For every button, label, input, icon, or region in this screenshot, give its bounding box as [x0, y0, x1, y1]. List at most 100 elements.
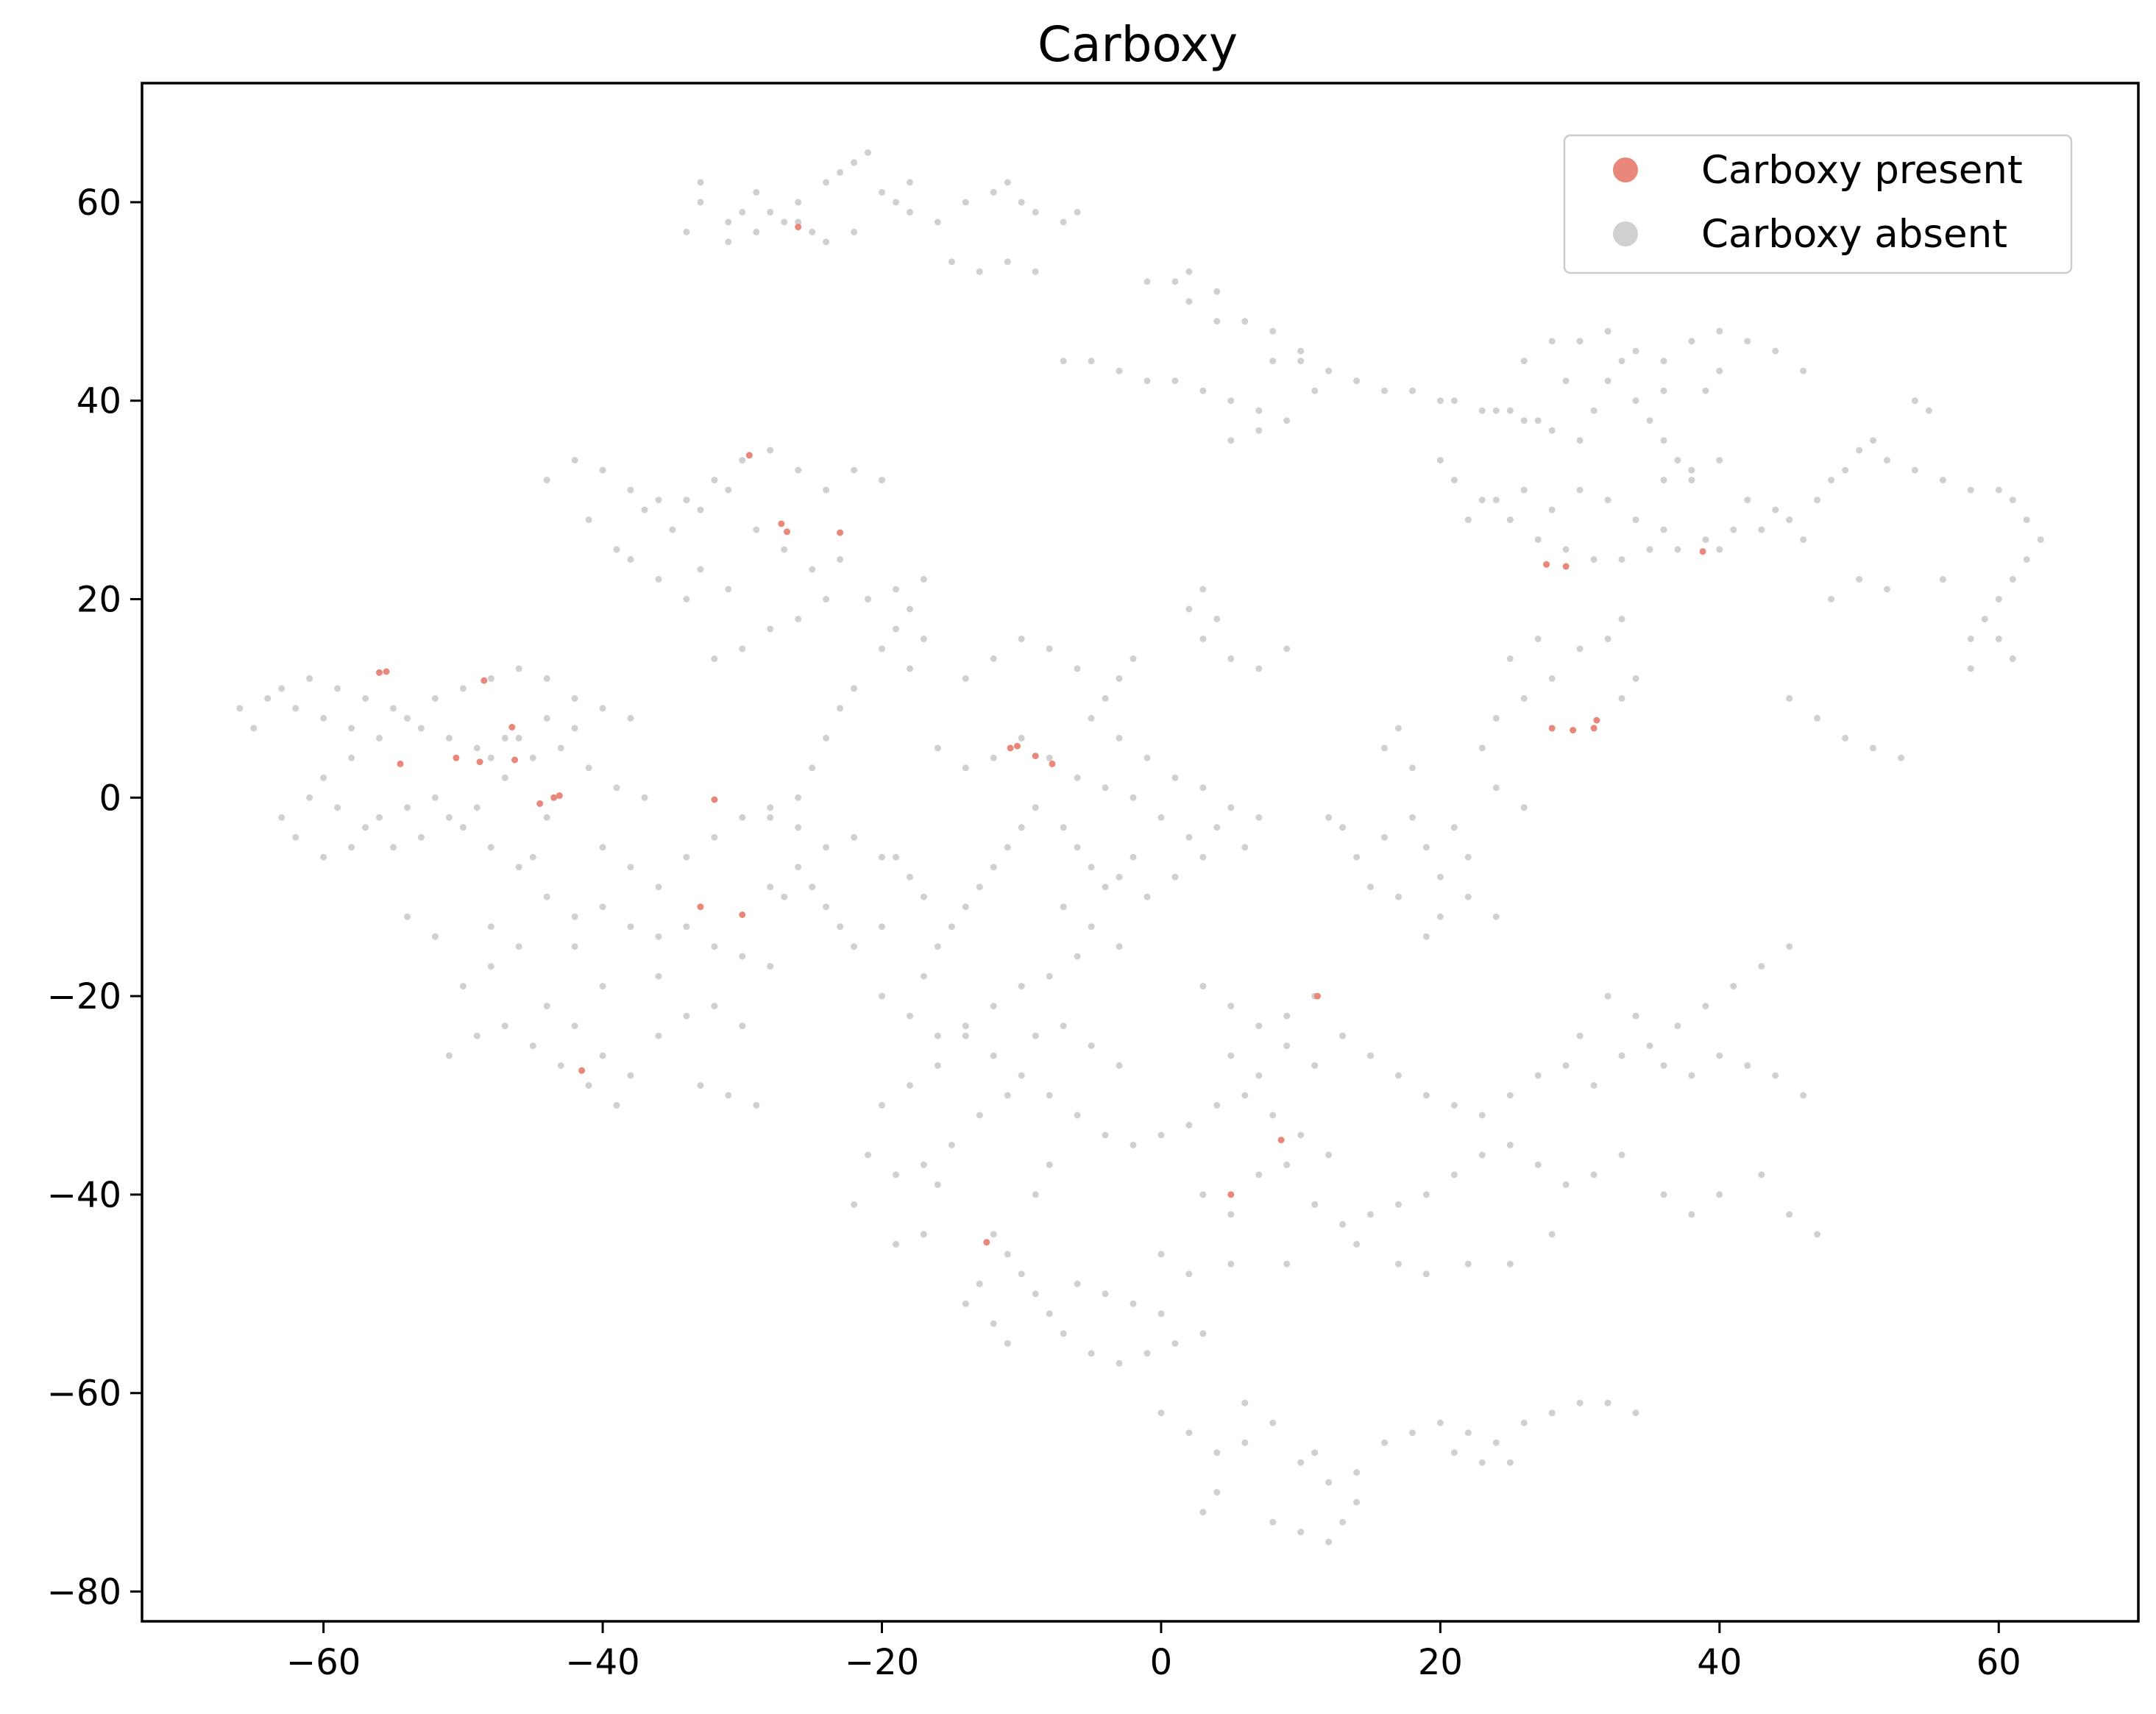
point-absent — [1018, 1072, 1025, 1079]
point-absent — [1450, 1449, 1458, 1457]
point-absent — [1269, 327, 1277, 335]
point-absent — [1227, 397, 1235, 405]
point-absent — [1395, 1072, 1402, 1079]
x-tick-label: 40 — [1697, 1642, 1742, 1683]
point-absent — [697, 1082, 704, 1089]
point-absent — [1674, 457, 1681, 464]
point-absent — [445, 814, 453, 821]
point-absent — [1185, 833, 1193, 841]
point-absent — [487, 675, 494, 682]
point-absent — [1730, 983, 1737, 990]
point-absent — [893, 1171, 899, 1178]
point-absent — [1102, 883, 1109, 891]
point-absent — [1409, 814, 1416, 821]
point-absent — [1870, 744, 1876, 752]
point-absent — [1199, 983, 1207, 990]
point-absent — [1325, 814, 1333, 821]
point-absent — [1255, 1171, 1263, 1178]
point-absent — [362, 694, 369, 702]
point-absent — [1450, 824, 1458, 831]
point-absent — [1604, 992, 1611, 1000]
point-absent — [907, 873, 913, 881]
point-absent — [1660, 1191, 1667, 1198]
point-absent — [1716, 1191, 1723, 1198]
point-absent — [781, 893, 788, 900]
point-absent — [1185, 268, 1193, 275]
point-absent — [1255, 1023, 1263, 1030]
point-absent — [431, 794, 439, 801]
point-absent — [1506, 407, 1514, 414]
point-absent — [1409, 387, 1416, 394]
point-absent — [1548, 506, 1556, 513]
point-absent — [1995, 596, 2002, 602]
point-absent — [1534, 1161, 1542, 1168]
point-present — [1548, 725, 1556, 732]
point-absent — [292, 705, 299, 712]
point-absent — [990, 1231, 997, 1238]
point-absent — [725, 486, 732, 494]
point-absent — [1116, 675, 1123, 682]
point-absent — [767, 447, 774, 454]
point-absent — [795, 616, 802, 622]
point-absent — [571, 913, 578, 920]
point-absent — [320, 714, 327, 722]
point-absent — [1492, 714, 1500, 722]
point-absent — [585, 516, 592, 524]
point-absent — [655, 497, 662, 504]
point-absent — [837, 923, 844, 931]
point-absent — [1450, 1171, 1458, 1178]
point-absent — [1032, 804, 1039, 811]
point-absent — [781, 218, 788, 226]
y-tick-label: 0 — [99, 778, 121, 819]
point-absent — [1702, 1003, 1709, 1010]
point-absent — [1450, 1102, 1458, 1109]
point-absent — [767, 208, 774, 216]
point-absent — [1046, 645, 1053, 652]
point-absent — [1520, 804, 1528, 811]
point-absent — [711, 1003, 718, 1010]
point-absent — [1046, 1161, 1053, 1168]
point-present — [1032, 753, 1039, 760]
point-absent — [767, 804, 774, 811]
point-absent — [1548, 338, 1556, 345]
point-absent — [1506, 516, 1514, 524]
point-absent — [641, 506, 648, 513]
point-absent — [907, 665, 913, 672]
point-present — [739, 911, 746, 918]
point-absent — [1088, 358, 1095, 365]
point-present — [397, 760, 404, 767]
point-absent — [920, 972, 927, 980]
point-absent — [599, 705, 606, 712]
point-absent — [1478, 1112, 1486, 1119]
y-tick-label: 60 — [77, 182, 121, 224]
point-absent — [739, 457, 746, 464]
point-absent — [725, 238, 732, 246]
point-absent — [823, 486, 830, 494]
point-absent — [697, 566, 704, 573]
point-absent — [683, 228, 690, 235]
point-absent — [1018, 983, 1025, 990]
point-absent — [962, 764, 969, 772]
point-absent — [571, 457, 578, 464]
point-absent — [571, 1023, 578, 1030]
x-tick-label: 60 — [1976, 1642, 2021, 1683]
point-absent — [1534, 636, 1542, 642]
point-absent — [362, 824, 369, 831]
point-absent — [893, 586, 899, 593]
point-absent — [1520, 694, 1528, 702]
point-absent — [1283, 1042, 1291, 1050]
point-absent — [404, 804, 411, 811]
point-absent — [907, 1082, 913, 1089]
point-absent — [1660, 387, 1667, 394]
point-absent — [1311, 1449, 1319, 1457]
point-present — [1014, 742, 1021, 750]
point-absent — [1520, 486, 1528, 494]
y-tick-label: −60 — [47, 1373, 121, 1415]
point-absent — [501, 734, 508, 742]
point-absent — [1422, 1191, 1430, 1198]
point-absent — [753, 526, 760, 533]
point-absent — [893, 199, 899, 206]
point-present — [508, 724, 516, 730]
point-absent — [1660, 358, 1667, 365]
point-absent — [683, 1012, 690, 1020]
